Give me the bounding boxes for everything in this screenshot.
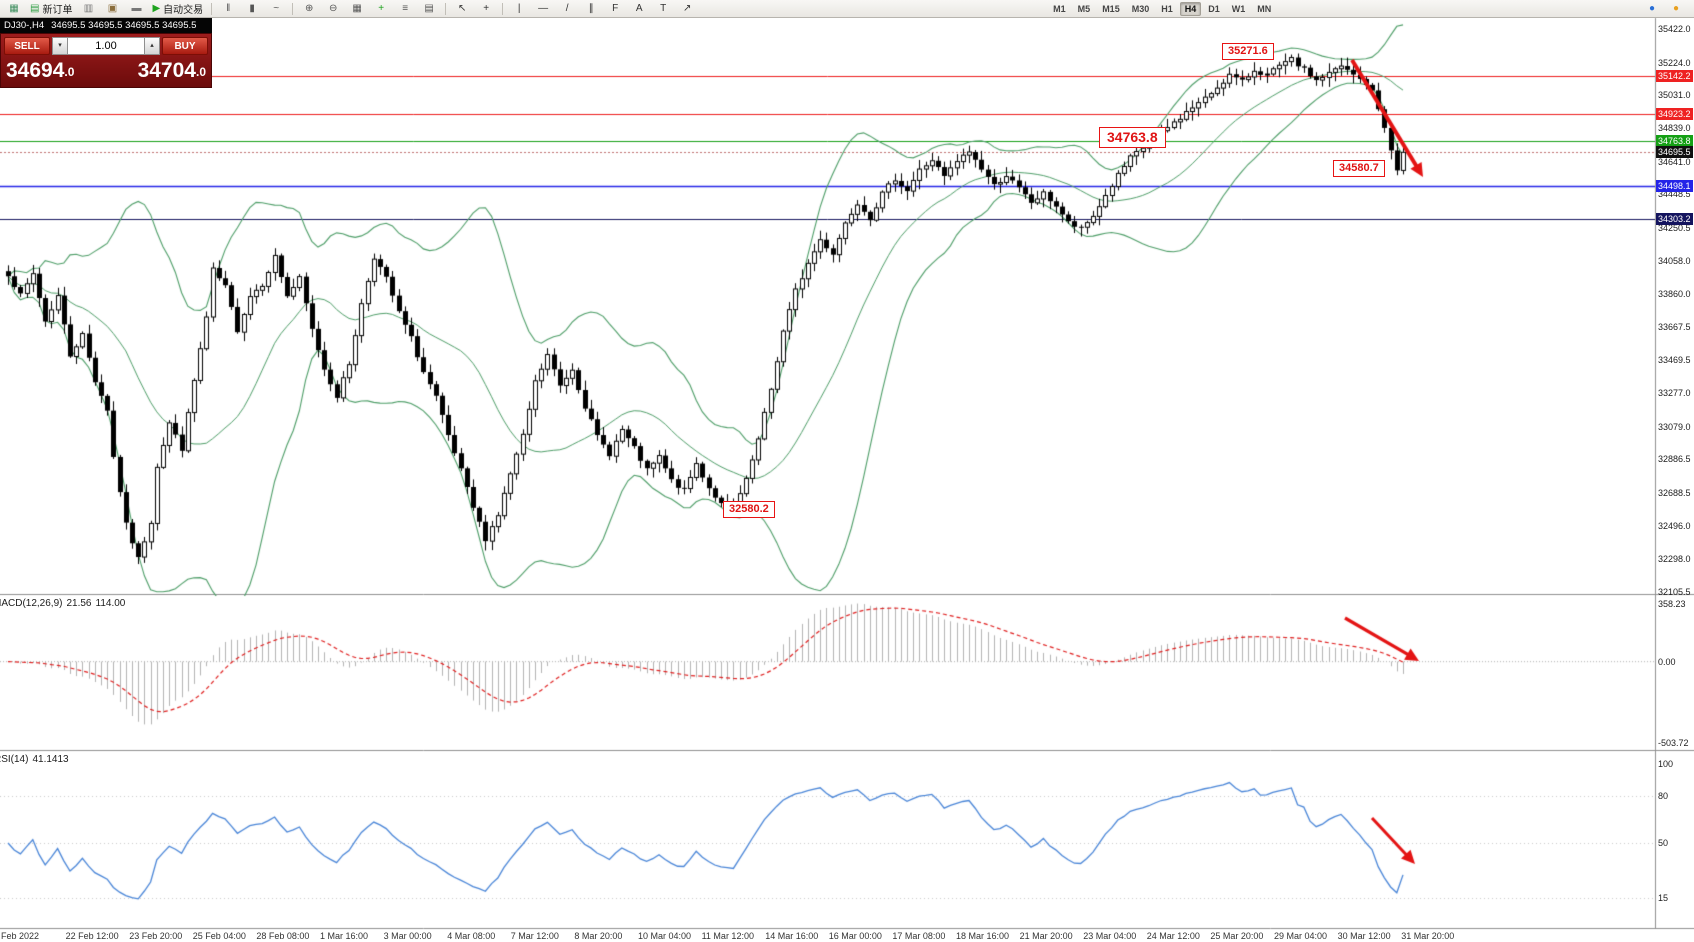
text-icon-glyph: A: [635, 2, 643, 14]
zoom-out-icon-glyph: ⊖: [328, 2, 338, 14]
data-window-icon-glyph: ▣: [107, 2, 118, 14]
rsi-name: RSI(14): [0, 754, 29, 765]
data-window-icon[interactable]: ▣: [101, 0, 123, 17]
line-chart-icon-glyph: ~: [273, 2, 280, 14]
timeframe-d1[interactable]: D1: [1208, 3, 1220, 14]
tile-windows-icon[interactable]: ▦: [346, 0, 368, 17]
macd-signal-value: 114.00: [95, 598, 126, 609]
volume-input[interactable]: 1.00: [68, 37, 144, 55]
trade-panel-body: SELL ▾ 1.00 ▴ BUY 34694.0 34704.0: [0, 33, 212, 88]
line-chart-icon[interactable]: ~: [265, 0, 287, 17]
candlestick-chart-icon[interactable]: ▮: [241, 0, 263, 17]
crosshair-icon[interactable]: +: [475, 0, 497, 17]
timeframe-h4[interactable]: H4: [1179, 1, 1202, 16]
volume-increase-button[interactable]: ▴: [144, 37, 160, 55]
autotrading-button[interactable]: ▶ 自动交易: [149, 0, 206, 17]
arrows-icon[interactable]: ↗: [676, 0, 698, 17]
channel-icon-glyph: ∥: [588, 2, 594, 14]
timeframe-h1[interactable]: H1: [1161, 3, 1173, 14]
bar-chart-icon[interactable]: ‖: [217, 0, 239, 17]
terminal-icon-glyph: ▬: [131, 2, 142, 14]
sell-price: 34694.0: [6, 59, 75, 82]
cursor-icon[interactable]: ↖: [451, 0, 473, 17]
autotrading-glyph: ▶: [152, 2, 161, 14]
timeframe-bar: M1 M5 M15 M30 H1 H4 D1 W1 MN: [1047, 0, 1277, 17]
arrows-icon-glyph: ↗: [682, 2, 692, 14]
indicators-icon-glyph: +: [378, 2, 385, 14]
rsi-indicator-label: RSI(14)41.1413: [0, 754, 73, 765]
timeframe-m30[interactable]: M30: [1131, 3, 1150, 14]
price-annotation-drop: 34580.7: [1333, 160, 1385, 177]
periods-icon-glyph: ≡: [402, 2, 409, 14]
one-click-trading-panel: DJ30-,H4 34695.5 34695.5 34695.5 34695.5…: [0, 18, 212, 88]
cursor-icon-glyph: ↖: [457, 2, 467, 14]
volume-decrease-button[interactable]: ▾: [52, 37, 68, 55]
symbol-name: DJ30-,H4: [4, 20, 45, 31]
toolbar-separator: [211, 2, 213, 15]
price-annotation-peak: 35271.6: [1222, 43, 1274, 60]
vertical-line-icon-glyph: |: [517, 2, 521, 14]
price-annotation-level: 34763.8: [1099, 127, 1166, 148]
help-icon[interactable]: ●: [1665, 0, 1687, 17]
trendline-icon-glyph: /: [565, 2, 569, 14]
market-watch-icon-glyph: ▥: [83, 2, 94, 14]
zoom-in-icon[interactable]: ⊕: [298, 0, 320, 17]
buy-button[interactable]: BUY: [162, 37, 208, 55]
new-chart-icon[interactable]: ▦: [3, 0, 25, 17]
chart-symbol-bar: DJ30-,H4 34695.5 34695.5 34695.5 34695.5: [0, 18, 212, 33]
horizontal-line-icon[interactable]: —: [532, 0, 554, 17]
toolbar-right-icons: ● ●: [1640, 0, 1692, 17]
sell-button[interactable]: SELL: [4, 37, 50, 55]
tile-windows-icon-glyph: ▦: [352, 2, 362, 14]
new-order-button[interactable]: ▤ 新订单: [27, 0, 75, 17]
trendline-icon[interactable]: /: [556, 0, 578, 17]
timeframe-mn[interactable]: MN: [1257, 3, 1272, 14]
symbol-quotes: 34695.5 34695.5 34695.5 34695.5: [51, 20, 197, 31]
volume-stepper: ▾ 1.00 ▴: [52, 37, 160, 55]
timeframe-m5[interactable]: M5: [1077, 3, 1091, 14]
bar-chart-icon-glyph: ‖: [226, 2, 231, 14]
new-order-glyph: ▤: [30, 2, 40, 14]
toolbar-separator: [445, 2, 447, 15]
toolbar-separator: [292, 2, 294, 15]
new-chart-icon-glyph: ▦: [9, 2, 19, 14]
buy-price: 34704.0: [137, 59, 206, 82]
templates-icon-glyph: ▤: [424, 2, 434, 14]
candlestick-chart-icon-glyph: ▮: [249, 2, 255, 14]
label-icon-glyph: T: [660, 2, 667, 14]
indicators-icon[interactable]: +: [370, 0, 392, 17]
price-annotation-low: 32580.2: [723, 501, 775, 518]
terminal-icon[interactable]: ▬: [125, 0, 147, 17]
timeframe-m1[interactable]: M1: [1053, 3, 1066, 14]
vertical-line-icon[interactable]: |: [508, 0, 530, 17]
timeframe-m15[interactable]: M15: [1102, 3, 1120, 14]
text-icon[interactable]: A: [628, 0, 650, 17]
zoom-out-icon[interactable]: ⊖: [322, 0, 344, 17]
macd-name: MACD(12,26,9): [0, 598, 63, 609]
rsi-value: 41.1413: [32, 754, 69, 765]
toolbar-separator: [502, 2, 504, 15]
fibonacci-icon-glyph: F: [612, 2, 619, 14]
timeframe-w1[interactable]: W1: [1231, 3, 1246, 14]
zoom-in-icon-glyph: ⊕: [304, 2, 314, 14]
new-order-button-label: 新订单: [42, 5, 73, 16]
macd-main-value: 21.56: [66, 598, 92, 609]
fibonacci-icon[interactable]: F: [604, 0, 626, 17]
autotrading-button-label: 自动交易: [163, 5, 204, 16]
periods-icon[interactable]: ≡: [394, 0, 416, 17]
help-icon-glyph: ●: [1672, 2, 1680, 14]
templates-icon[interactable]: ▤: [418, 0, 440, 17]
toolbar-buttons: ▦ ▤ 新订单 ▥ ▣ ▬ ▶ 自动交易 ‖ ▮ ~ ⊕ ⊖ ▦ + ≡ ▤ ↖ + | — / ∥ F A T ↗: [2, 0, 699, 17]
horizontal-line-icon-glyph: —: [538, 2, 549, 14]
crosshair-icon-glyph: +: [483, 2, 490, 14]
label-icon[interactable]: T: [652, 0, 674, 17]
main-toolbar: ▦ ▤ 新订单 ▥ ▣ ▬ ▶ 自动交易 ‖ ▮ ~ ⊕ ⊖ ▦ + ≡ ▤ ↖ + | — / ∥ F A T ↗ M1 M5 M15…: [0, 0, 1694, 18]
channel-icon[interactable]: ∥: [580, 0, 602, 17]
community-icon[interactable]: ●: [1641, 0, 1663, 17]
market-watch-icon[interactable]: ▥: [77, 0, 99, 17]
community-icon-glyph: ●: [1648, 2, 1656, 14]
